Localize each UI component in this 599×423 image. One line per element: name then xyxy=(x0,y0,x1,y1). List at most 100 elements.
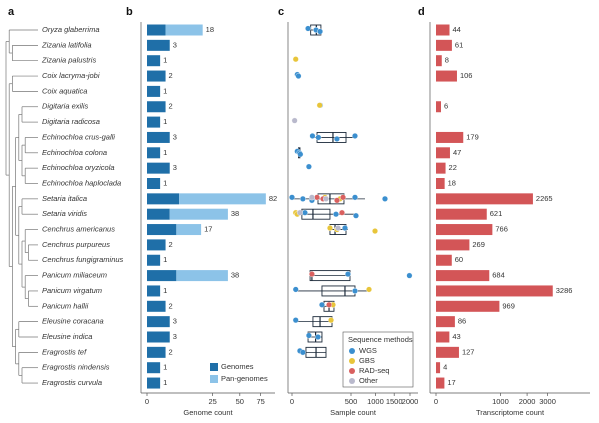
bar-value-label: 106 xyxy=(460,71,473,80)
species-label: Panicum hallii xyxy=(42,301,89,310)
bar-total-label: 2 xyxy=(169,102,173,111)
sample-point xyxy=(291,117,298,124)
legend-swatch xyxy=(210,363,218,371)
bar-segment xyxy=(147,55,161,67)
bar-value-label: 969 xyxy=(502,301,515,310)
sample-point xyxy=(305,25,312,32)
sample-point xyxy=(299,349,306,356)
panel-label: b xyxy=(126,6,133,18)
bar xyxy=(436,300,500,312)
species-label: Panicum miliaceum xyxy=(42,271,107,280)
bar-value-label: 6 xyxy=(444,102,448,111)
sample-point xyxy=(406,272,413,279)
bar xyxy=(436,331,450,343)
x-tick-label: 1000 xyxy=(492,397,509,406)
bar-total-label: 82 xyxy=(269,194,277,203)
bar-segment xyxy=(147,377,161,389)
bar-total-label: 1 xyxy=(163,286,167,295)
legend-label: Other xyxy=(359,376,378,385)
species-label: Panicum virgatum xyxy=(42,286,102,295)
bar-value-label: 4 xyxy=(443,363,447,372)
panel-label: d xyxy=(418,6,425,18)
bar-segment xyxy=(147,131,170,143)
species-label: Echinochloa crus-galli xyxy=(42,132,115,141)
sample-point xyxy=(305,332,312,339)
sample-point xyxy=(351,132,358,139)
bar-segment xyxy=(179,193,266,205)
bar xyxy=(436,270,490,282)
bar xyxy=(436,285,553,297)
bar xyxy=(436,39,452,51)
bar-value-label: 43 xyxy=(452,332,460,341)
bar xyxy=(436,193,533,205)
bar-segment xyxy=(147,85,161,97)
species-label: Digitaria radicosa xyxy=(42,117,100,126)
sample-point xyxy=(314,194,321,201)
sample-point xyxy=(326,301,333,308)
species-label: Cenchrus purpureus xyxy=(42,240,110,249)
bar-total-label: 1 xyxy=(163,178,167,187)
legend-swatch xyxy=(349,358,355,364)
sample-point xyxy=(332,211,339,218)
legend-swatch xyxy=(349,348,355,354)
x-tick-label: 75 xyxy=(256,397,264,406)
bar-total-label: 38 xyxy=(231,271,239,280)
bar-total-label: 2 xyxy=(169,240,173,249)
panel-label: a xyxy=(8,6,15,18)
bar xyxy=(436,239,470,251)
bar-total-label: 3 xyxy=(173,132,177,141)
bar-total-label: 1 xyxy=(163,56,167,65)
sample-point xyxy=(318,301,325,308)
bar xyxy=(436,377,445,389)
species-label: Coix aquatica xyxy=(42,86,87,95)
x-tick-label: 1000 xyxy=(367,397,384,406)
species-label: Zizania latifolia xyxy=(41,40,92,49)
bar-value-label: 44 xyxy=(453,25,461,34)
species-label: Eragrostis curvula xyxy=(42,378,102,387)
sample-point xyxy=(292,56,299,63)
bar xyxy=(436,254,452,266)
bar-value-label: 179 xyxy=(466,132,479,141)
species-label: Cenchrus fungigraminus xyxy=(42,255,124,264)
sample-point xyxy=(366,286,373,293)
sample-point xyxy=(308,271,315,278)
bar-segment xyxy=(147,331,170,343)
species-label: Cenchrus americanus xyxy=(42,225,115,234)
bar-total-label: 1 xyxy=(163,86,167,95)
x-tick-label: 2000 xyxy=(519,397,536,406)
x-axis-title: Genome count xyxy=(183,408,233,417)
sample-point xyxy=(301,209,308,216)
bar xyxy=(436,346,459,358)
sample-point xyxy=(292,317,299,324)
bar-value-label: 61 xyxy=(455,40,463,49)
sample-point xyxy=(308,194,315,201)
bar-segment xyxy=(147,39,170,51)
species-label: Eleusine indica xyxy=(42,332,92,341)
sample-point xyxy=(351,287,358,294)
x-tick-label: 0 xyxy=(434,397,438,406)
x-tick-label: 0 xyxy=(145,397,149,406)
bar-total-label: 3 xyxy=(173,332,177,341)
species-label: Digitaria exilis xyxy=(42,102,89,111)
sample-point xyxy=(340,194,347,201)
bar-value-label: 60 xyxy=(455,255,463,264)
legend-swatch xyxy=(349,378,355,384)
bar-total-label: 2 xyxy=(169,347,173,356)
bar-total-label: 1 xyxy=(163,378,167,387)
sample-point xyxy=(381,195,388,202)
x-tick-label: 0 xyxy=(290,397,294,406)
sample-point xyxy=(297,151,304,158)
legend-swatch xyxy=(210,375,218,383)
legend-label: GBS xyxy=(359,356,375,365)
bar-value-label: 3286 xyxy=(556,286,573,295)
bar-segment xyxy=(147,300,166,312)
panel-label: c xyxy=(278,6,284,18)
sample-point xyxy=(341,225,348,232)
sample-point xyxy=(333,135,340,142)
x-axis-title: Transcriptome count xyxy=(476,408,545,417)
bar-value-label: 766 xyxy=(495,225,508,234)
bar-segment xyxy=(147,254,161,266)
x-axis-title: Sample count xyxy=(330,408,377,417)
species-label: Eragrostis nindensis xyxy=(42,363,110,372)
sample-point xyxy=(314,334,321,341)
